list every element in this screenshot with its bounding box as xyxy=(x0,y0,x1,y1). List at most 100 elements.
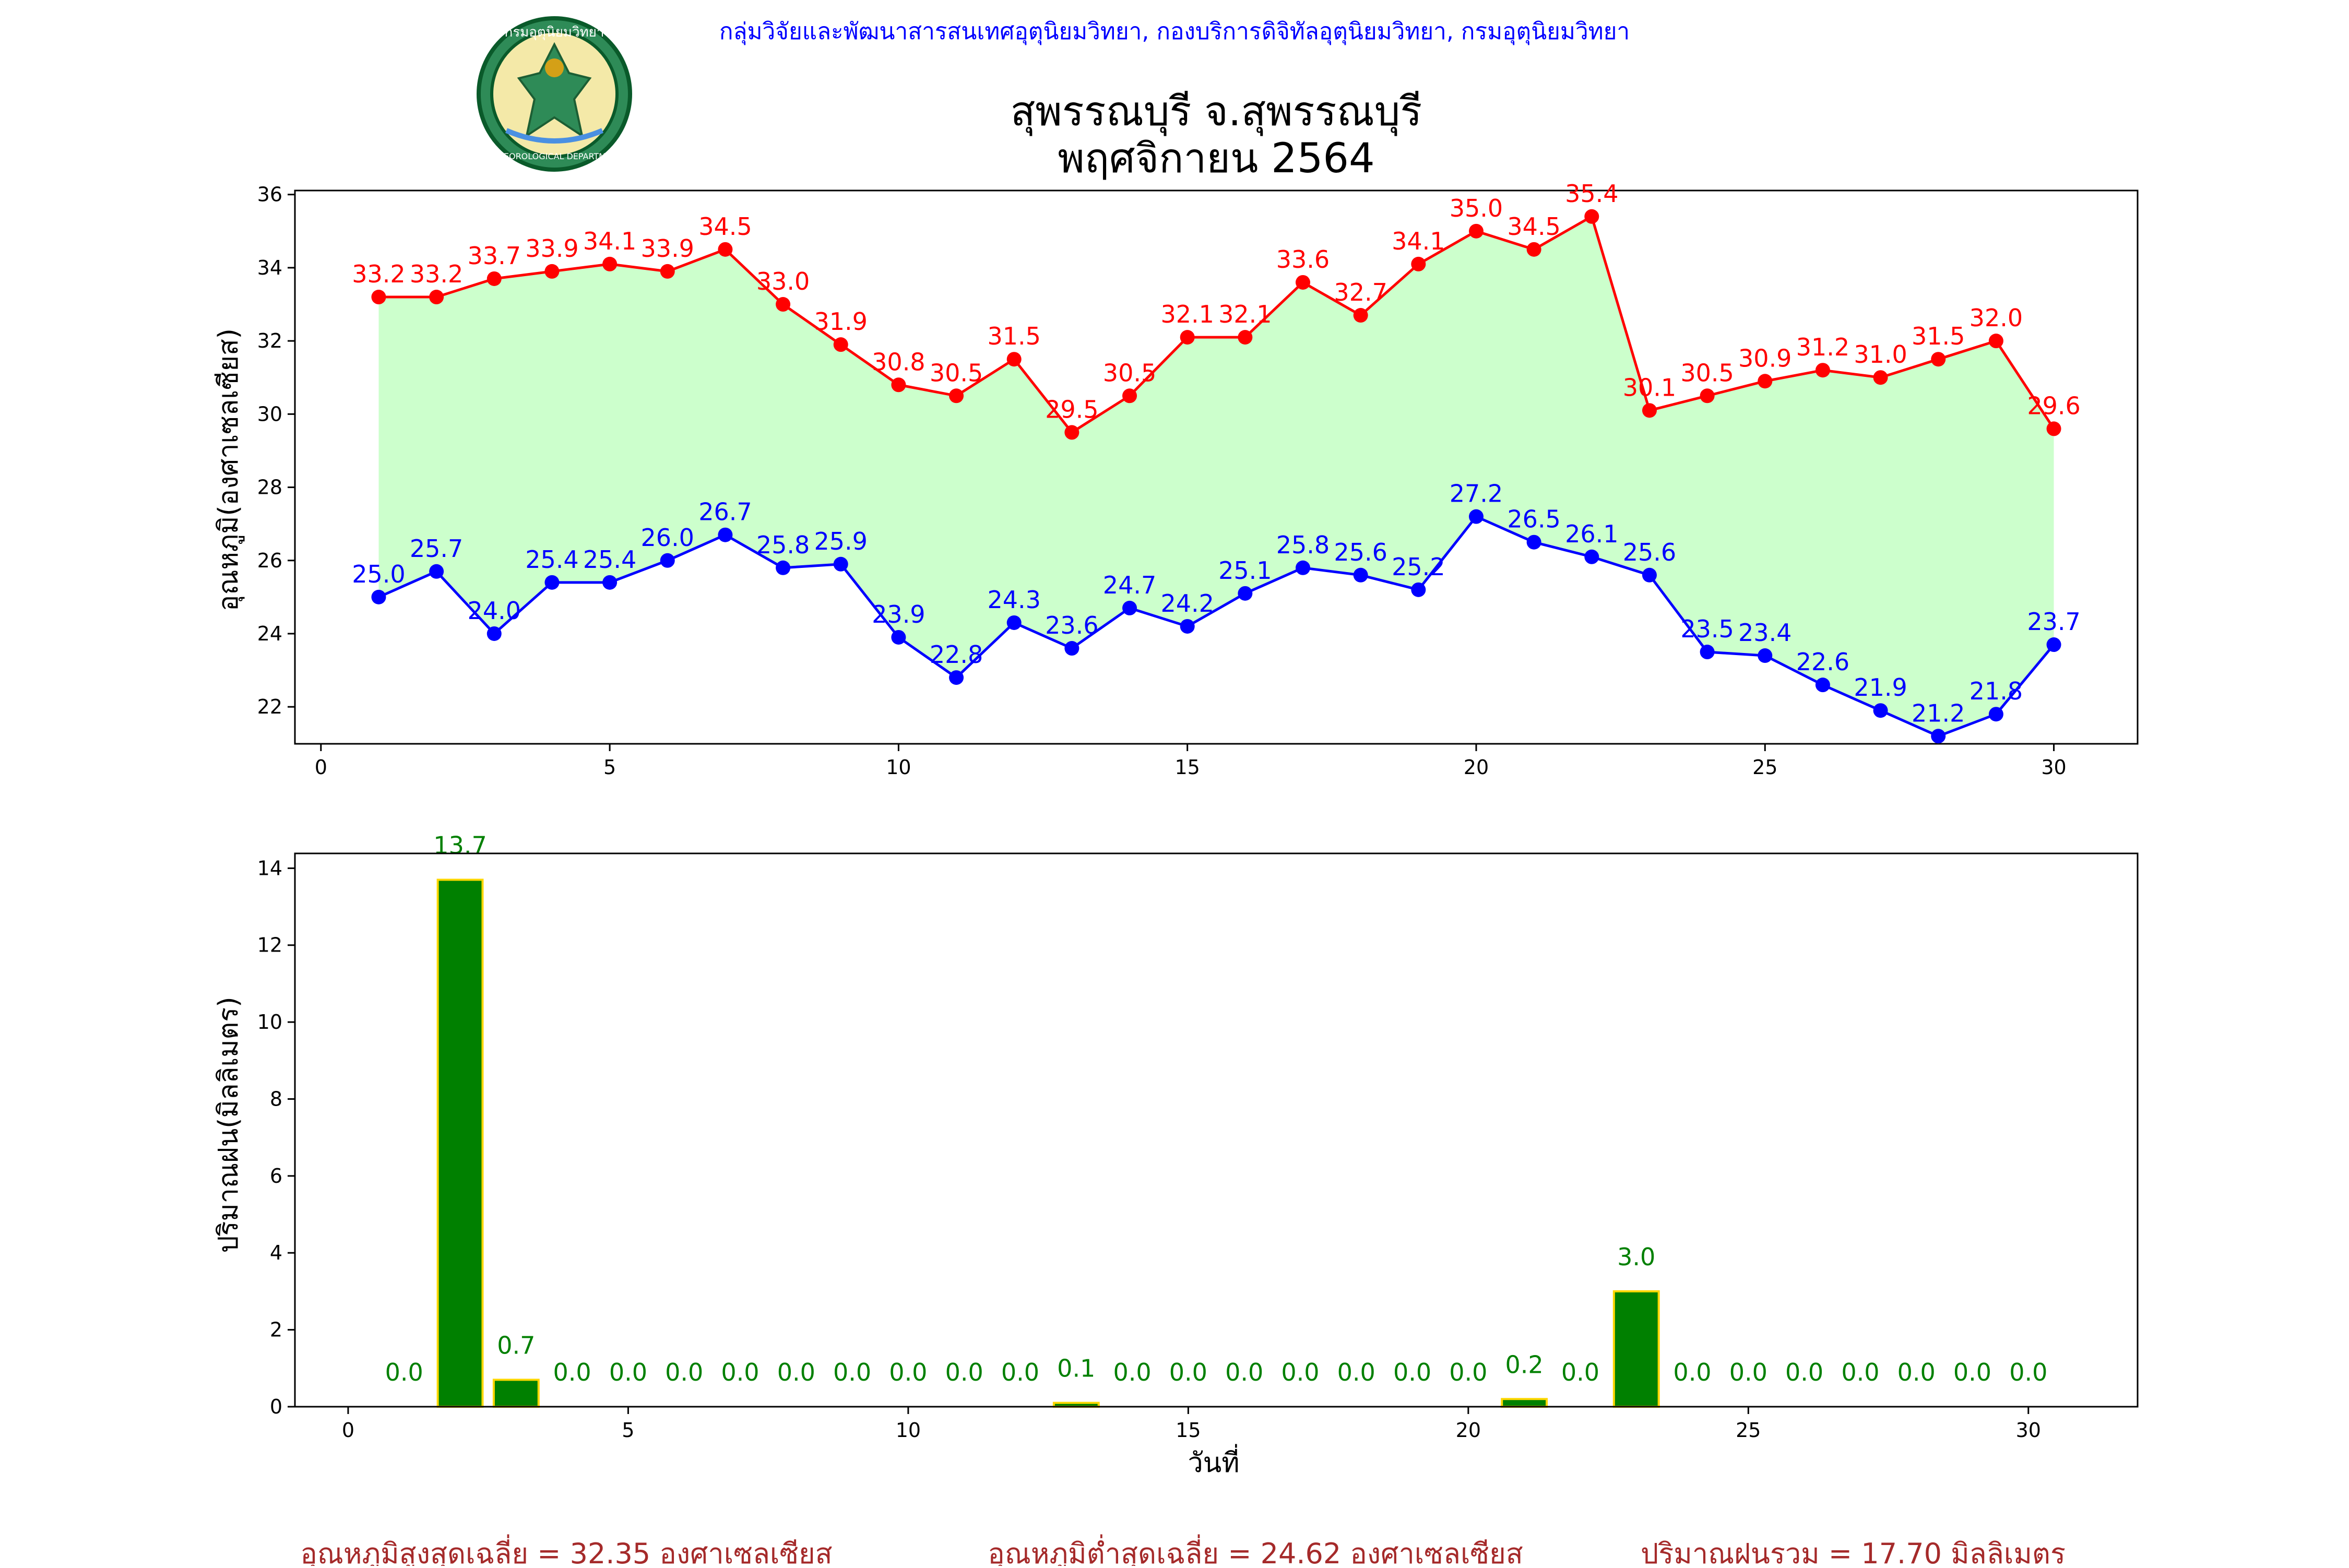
max-temperature-point xyxy=(949,388,964,403)
x-tick-label: 5 xyxy=(603,756,616,779)
min-temperature-point xyxy=(949,670,964,685)
rainfall-data-label: 0.1 xyxy=(1057,1355,1095,1383)
min-temperature-data-label: 22.6 xyxy=(1796,648,1849,676)
max-temperature-data-label: 32.1 xyxy=(1160,300,1214,328)
rainfall-data-label: 0.0 xyxy=(1953,1358,1991,1386)
temperature-fill-area xyxy=(378,216,2054,737)
max-temperature-point xyxy=(602,256,618,271)
rainfall-bars: 0.0 13.7 0.7 0.0 0.0 0.0 0.0 0.0 0.0 0.0 0.0 0.0 0.1… xyxy=(385,831,2047,1408)
max-temperature-point xyxy=(1411,256,1426,271)
min-temperature-point xyxy=(1931,729,1946,744)
temperature-y-axis-label: อุณหภูมิ(องศาเซลเซียส) xyxy=(213,328,245,611)
min-temperature-point xyxy=(602,575,618,590)
y-tick-label: 6 xyxy=(270,1165,282,1187)
rainfall-data-label: 0.0 xyxy=(1785,1358,1823,1386)
x-tick-label: 20 xyxy=(1464,756,1489,779)
min-temperature-point xyxy=(371,589,386,604)
min-temperature-data-label: 25.7 xyxy=(410,534,463,563)
x-tick-label: 25 xyxy=(1752,756,1777,779)
rainfall-data-label: 0.2 xyxy=(1505,1350,1544,1379)
min-temperature-point xyxy=(1815,678,1830,693)
max-temperature-series: 33.2 33.233.7 33.9 34.1 33.934.533.031.930.8… xyxy=(352,180,2081,440)
max-temperature-point xyxy=(1353,308,1368,323)
x-tick-label: 10 xyxy=(886,756,911,779)
min-temperature-point xyxy=(487,626,502,641)
rainfall-bar xyxy=(492,1379,540,1408)
max-temperature-data-label: 34.5 xyxy=(698,212,752,241)
max-temperature-data-label: 33.9 xyxy=(641,234,694,263)
max-temperature-point xyxy=(1758,374,1773,389)
rainfall-data-label: 0.0 xyxy=(1841,1358,1879,1386)
rainfall-axes: 0 5 10 15 20 25 30 0 2 4 6 8 10 12 14 xyxy=(257,852,2139,1442)
meteorological-department-logo: กรมอุตุนิยมวิทยา METEOROLOGICAL DEPARTME… xyxy=(477,16,632,172)
y-tick-label: 10 xyxy=(257,1011,282,1034)
min-temperature-point xyxy=(1238,586,1253,601)
max-temperature-point xyxy=(2046,421,2061,436)
max-temperature-data-label: 33.0 xyxy=(756,267,810,295)
rainfall-y-axis-label: ปริมาณฝน(มิลลิเมตร) xyxy=(213,996,244,1253)
rainfall-chart: 0.0 13.7 0.7 0.0 0.0 0.0 0.0 0.0 0.0 0.0 0.0 0.0 0.1… xyxy=(213,831,2139,1479)
max-temperature-point xyxy=(1468,223,1484,239)
min-temperature-data-label: 24.0 xyxy=(468,597,521,625)
rainfall-data-label: 0.7 xyxy=(497,1331,535,1359)
x-tick-label: 20 xyxy=(1456,1419,1481,1442)
min-temperature-point xyxy=(1411,582,1426,597)
max-temperature-point xyxy=(1238,330,1253,345)
max-temperature-data-label: 34.5 xyxy=(1507,212,1560,241)
rainfall-data-label: 0.0 xyxy=(721,1358,759,1386)
rainfall-data-label: 0.0 xyxy=(889,1358,927,1386)
footer-avg-max: อุณหภูมิสูงสุดเฉลี่ย = 32.35 องศาเซลเซีย… xyxy=(300,1534,832,1566)
min-temperature-data-label: 26.7 xyxy=(698,498,752,526)
rainfall-data-label: 0.0 xyxy=(1001,1358,1039,1386)
rainfall-data-label: 3.0 xyxy=(1617,1243,1655,1271)
rainfall-data-label: 0.0 xyxy=(1393,1358,1431,1386)
x-tick-label: 30 xyxy=(2016,1419,2041,1442)
min-temperature-point xyxy=(891,629,906,645)
min-temperature-data-label: 25.0 xyxy=(352,560,405,588)
min-temperature-data-label: 25.4 xyxy=(525,545,578,574)
min-temperature-data-label: 27.2 xyxy=(1450,480,1503,508)
min-temperature-point xyxy=(1700,645,1715,660)
logo-lettering: กรมอุตุนิยมวิทยา xyxy=(504,25,604,40)
y-tick-label: 36 xyxy=(257,183,282,206)
max-temperature-point xyxy=(660,264,675,279)
min-temperature-data-label: 25.1 xyxy=(1218,556,1272,585)
max-temperature-point xyxy=(1931,352,1946,367)
max-temperature-data-label: 31.2 xyxy=(1796,333,1849,361)
max-temperature-data-label: 31.5 xyxy=(1912,322,1965,350)
rainfall-data-label: 0.0 xyxy=(1281,1358,1319,1386)
min-temperature-point xyxy=(1295,560,1310,575)
min-temperature-point xyxy=(718,527,733,542)
max-temperature-data-label: 34.1 xyxy=(1392,227,1445,255)
rainfall-data-label: 13.7 xyxy=(433,831,487,859)
min-temperature-data-label: 25.4 xyxy=(583,545,636,574)
rainfall-data-label: 0.0 xyxy=(1729,1358,1767,1386)
temperature-axes: 0 5 10 15 20 25 30 22 24 26 28 30 32 34 36 xyxy=(257,183,2139,779)
min-temperature-line xyxy=(378,515,2055,738)
max-temperature-data-label: 34.1 xyxy=(583,227,636,255)
max-temperature-point xyxy=(1584,209,1599,224)
min-temperature-data-label: 21.8 xyxy=(1970,677,2023,705)
max-temperature-data-label: 30.5 xyxy=(930,359,983,387)
min-temperature-data-label: 23.7 xyxy=(2027,608,2080,636)
y-tick-label: 26 xyxy=(257,549,282,572)
max-temperature-point xyxy=(1295,275,1310,290)
max-temperature-point xyxy=(718,242,733,257)
max-temperature-line xyxy=(378,215,2055,434)
max-temperature-point xyxy=(1642,403,1657,418)
rainfall-data-label: 0.0 xyxy=(1897,1358,1936,1386)
max-temperature-data-label: 33.7 xyxy=(468,242,521,270)
min-temperature-data-label: 25.2 xyxy=(1392,553,1445,581)
min-temperature-point xyxy=(1180,619,1195,634)
rainfall-data-label: 0.0 xyxy=(777,1358,815,1386)
max-temperature-point xyxy=(1526,242,1541,257)
min-temperature-point xyxy=(660,553,675,568)
x-tick-label: 30 xyxy=(2041,756,2066,779)
max-temperature-point xyxy=(891,377,906,393)
rainfall-data-label: 0.0 xyxy=(553,1358,591,1386)
min-temperature-data-label: 25.6 xyxy=(1334,538,1387,566)
org-line: กลุ่มวิจัยและพัฒนาสารสนเทศอุตุนิยมวิทยา,… xyxy=(719,18,1630,45)
